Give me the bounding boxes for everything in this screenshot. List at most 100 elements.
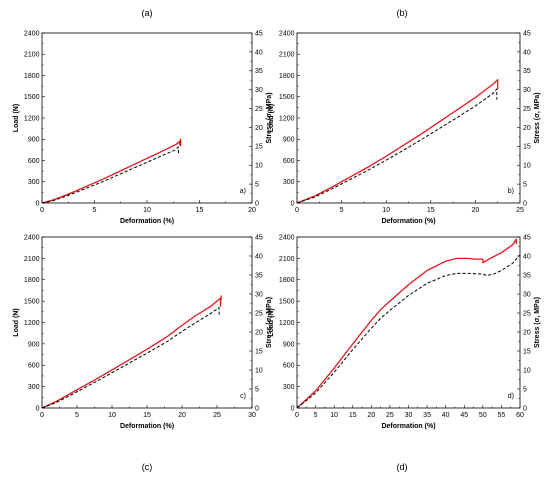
x-axis-label: Deformation (%) (381, 423, 435, 430)
x-tick-label: 5 (314, 412, 318, 419)
y2-tick-label: 35 (255, 272, 263, 279)
y-tick-label: 2400 (24, 30, 40, 37)
y-axis-label: Load (N) (13, 308, 20, 336)
y2-tick-label: 25 (255, 106, 263, 113)
y2-tick-label: 45 (255, 30, 263, 37)
y-axis-label: Load (N) (13, 104, 20, 132)
series-line-dashed (41, 307, 220, 409)
x-tick-label: 35 (423, 412, 431, 419)
x-tick-label: 55 (498, 412, 506, 419)
chart-panel-3: 0 5 10 15 20 25 300300600900120015001800210024… (13, 234, 273, 430)
y-tick-label: 1500 (24, 94, 40, 101)
y2-tick-label: 0 (255, 405, 259, 412)
y2-tick-label: 30 (255, 291, 263, 298)
y-axis-label: Load (N) (268, 104, 275, 132)
y-tick-label: 2400 (279, 30, 295, 37)
y2-tick-label: 5 (255, 182, 259, 189)
x-tick-label: 30 (405, 412, 413, 419)
y-tick-label: 1800 (279, 73, 295, 80)
y2-axis-label: Stress (σ, MPa) (534, 92, 541, 143)
x-tick-label: 25 (516, 207, 524, 214)
x-tick-label: 15 (143, 412, 151, 419)
y-tick-label: 0 (291, 200, 295, 207)
x-tick-label: 5 (340, 207, 344, 214)
x-tick-label: 25 (386, 412, 394, 419)
y-tick-label: 300 (283, 384, 295, 391)
x-axis-label: Deformation (%) (381, 218, 435, 225)
y2-tick-label: 35 (523, 68, 531, 75)
y-tick-label: 2100 (279, 256, 295, 263)
x-tick-label: 10 (382, 207, 390, 214)
y2-tick-label: 5 (523, 182, 527, 189)
y2-axis-label: Stress (σ, MPa) (266, 92, 273, 143)
y-tick-label: 600 (28, 363, 40, 370)
y-tick-label: 1200 (279, 320, 295, 327)
y2-tick-label: 40 (523, 49, 531, 56)
caption-a: (a) (142, 8, 153, 18)
plot-frame (41, 32, 253, 204)
y2-tick-label: 5 (255, 386, 259, 393)
x-tick-label: 20 (472, 207, 480, 214)
series-line-dashed (296, 88, 498, 204)
x-tick-label: 5 (93, 207, 97, 214)
y2-tick-label: 15 (523, 144, 531, 151)
y-tick-label: 300 (283, 179, 295, 186)
x-tick-label: 15 (349, 412, 357, 419)
y-tick-label: 600 (283, 363, 295, 370)
y2-tick-label: 45 (523, 234, 531, 241)
y2-tick-label: 35 (255, 68, 263, 75)
y2-tick-label: 10 (523, 367, 531, 374)
y2-tick-label: 15 (523, 348, 531, 355)
y2-axis-label: Stress (σ, MPa) (266, 297, 273, 348)
y-tick-label: 900 (283, 137, 295, 144)
x-axis-label: Deformation (%) (120, 218, 174, 225)
y-tick-label: 2100 (279, 52, 295, 59)
x-tick-label: 25 (213, 412, 221, 419)
caption-c: (c) (142, 462, 153, 472)
y2-tick-label: 20 (255, 329, 263, 336)
y-tick-label: 0 (291, 405, 295, 412)
series-line-dashed (41, 146, 179, 204)
panel-label: b) (508, 188, 514, 195)
y2-tick-label: 25 (523, 106, 531, 113)
y2-tick-label: 15 (255, 144, 263, 151)
y2-tick-label: 30 (523, 87, 531, 94)
x-tick-label: 20 (248, 207, 256, 214)
x-tick-label: 40 (442, 412, 450, 419)
x-axis-label: Deformation (%) (120, 423, 174, 430)
y-tick-label: 1500 (24, 299, 40, 306)
caption-d: (d) (397, 462, 408, 472)
x-tick-label: 45 (460, 412, 468, 419)
y-tick-label: 2100 (24, 52, 40, 59)
x-tick-label: 10 (143, 207, 151, 214)
panel-label: c) (240, 393, 246, 400)
y2-tick-label: 30 (255, 87, 263, 94)
plot-frame (41, 236, 253, 409)
chart-panel-4: 0 5 10 15 20 25 30 35 40 45 50 55 600300600900120015… (268, 234, 541, 430)
series-line-dashed (296, 254, 521, 409)
y2-tick-label: 30 (523, 291, 531, 298)
y-axis-label: Load (N) (268, 308, 275, 336)
x-tick-label: 0 (40, 207, 44, 214)
y2-tick-label: 10 (255, 163, 263, 170)
y2-tick-label: 20 (523, 329, 531, 336)
y2-tick-label: 25 (255, 310, 263, 317)
y2-tick-label: 15 (255, 348, 263, 355)
y2-tick-label: 40 (523, 253, 531, 260)
y2-axis-label: Stress (σ, MPa) (534, 297, 541, 348)
y-tick-label: 1200 (279, 115, 295, 122)
y-tick-label: 0 (36, 405, 40, 412)
y2-tick-label: 40 (255, 253, 263, 260)
y2-tick-label: 0 (523, 405, 527, 412)
x-tick-label: 0 (40, 412, 44, 419)
y-tick-label: 600 (283, 158, 295, 165)
plot-frame (296, 32, 521, 204)
y-tick-label: 900 (283, 341, 295, 348)
y-tick-label: 1800 (24, 73, 40, 80)
y-tick-label: 1800 (279, 277, 295, 284)
y2-tick-label: 20 (523, 125, 531, 132)
x-tick-label: 0 (295, 207, 299, 214)
y2-tick-label: 45 (523, 30, 531, 37)
series-line-solid (41, 138, 182, 204)
